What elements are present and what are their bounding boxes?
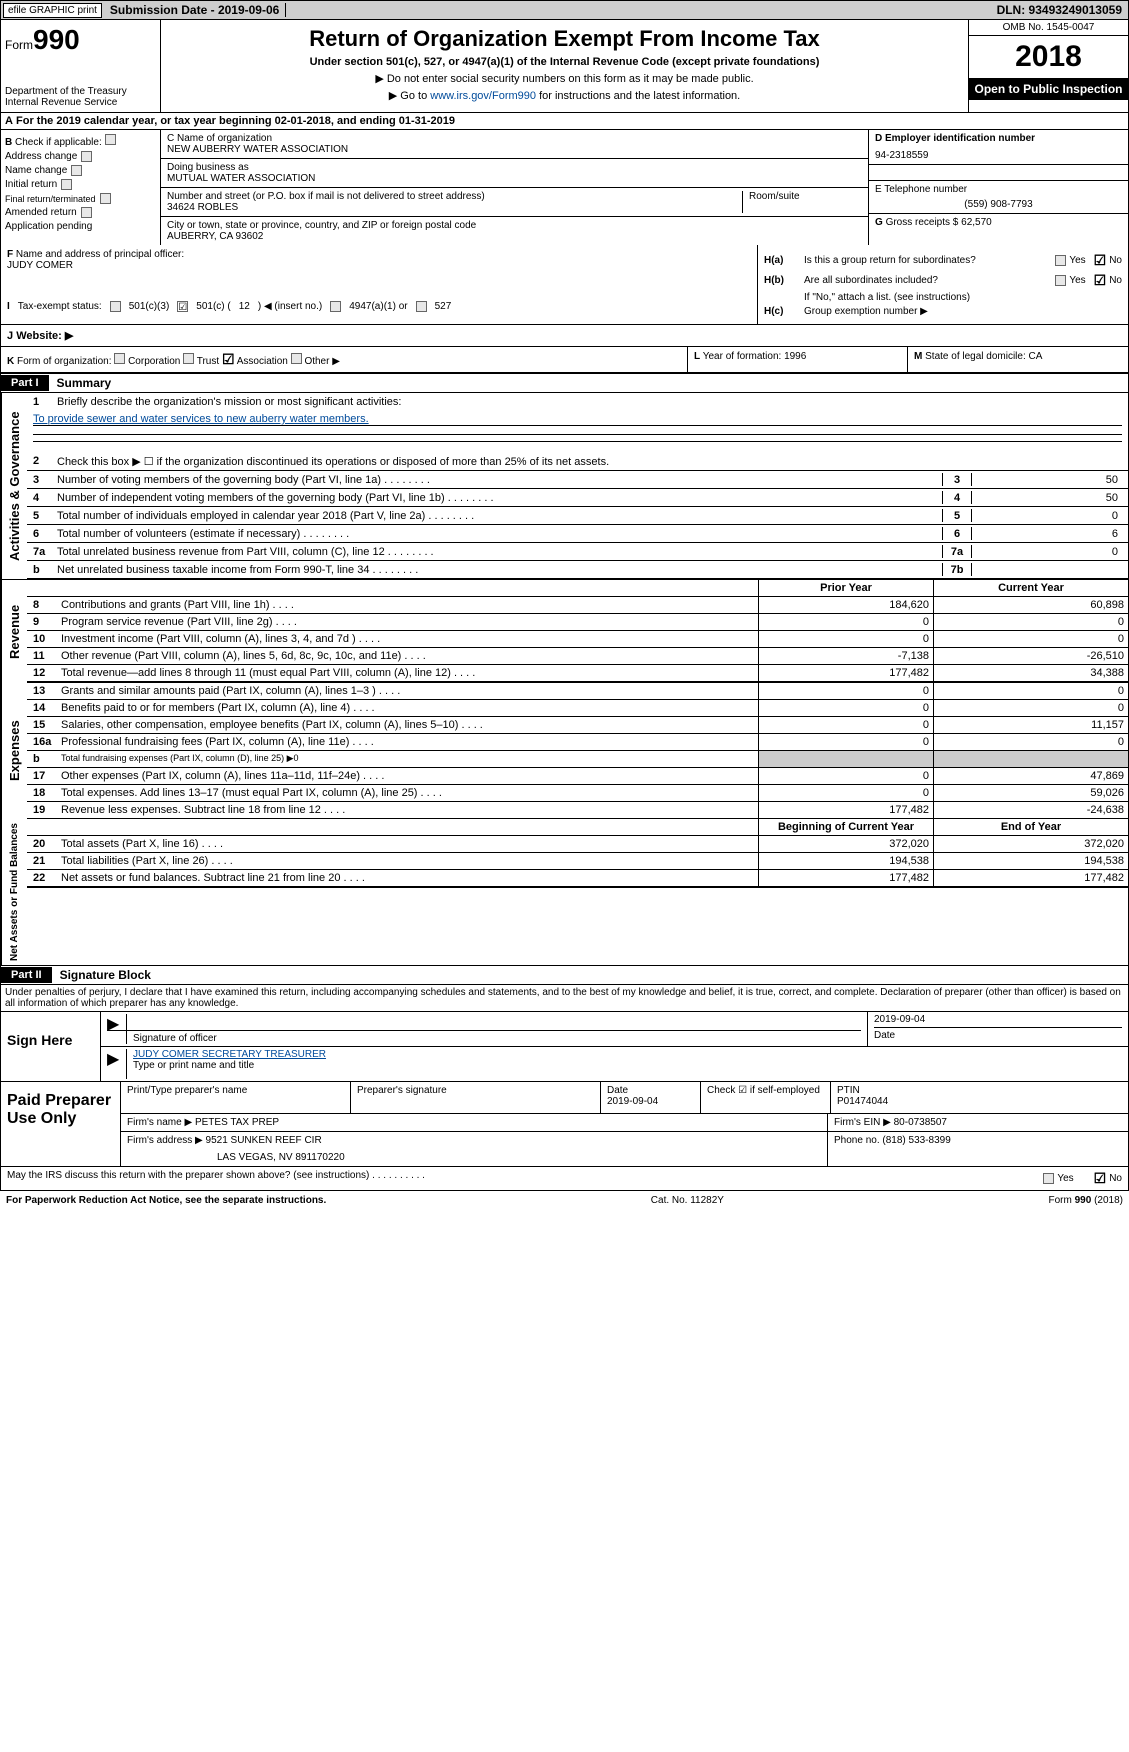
- data-row: 19Revenue less expenses. Subtract line 1…: [27, 802, 1128, 819]
- check-final: Final return/terminated: [5, 193, 156, 204]
- col-k: K Form of organization: Corporation Trus…: [1, 347, 688, 372]
- sign-here-label: Sign Here: [1, 1012, 101, 1081]
- balance-label: Net Assets or Fund Balances: [1, 819, 27, 965]
- row-klm: K Form of organization: Corporation Trus…: [0, 347, 1129, 373]
- header-right: OMB No. 1545-0047 2018 Open to Public In…: [968, 20, 1128, 112]
- dba-row: Doing business as MUTUAL WATER ASSOCIATI…: [161, 159, 868, 188]
- header-left: Form990 Department of the Treasury Inter…: [1, 20, 161, 112]
- check-name-change: Name change: [5, 165, 156, 176]
- data-row: 8Contributions and grants (Part VIII, li…: [27, 597, 1128, 614]
- footer: For Paperwork Reduction Act Notice, see …: [0, 1191, 1129, 1210]
- city-row: City or town, state or province, country…: [161, 217, 868, 245]
- data-row: 20Total assets (Part X, line 16) . . . .…: [27, 836, 1128, 853]
- ha-row: H(a) Is this a group return for subordin…: [764, 252, 1122, 269]
- tax-year: 2018: [969, 36, 1128, 78]
- line-1: 1 Briefly describe the organization's mi…: [27, 393, 1128, 411]
- dept-irs: Internal Revenue Service: [5, 97, 156, 108]
- dept-treasury: Department of the Treasury: [5, 86, 156, 97]
- col-h: H(a) Is this a group return for subordin…: [758, 245, 1128, 324]
- check-amended: Amended return: [5, 207, 156, 218]
- row-j: J Website: ▶: [0, 325, 1129, 347]
- omb-number: OMB No. 1545-0047: [969, 20, 1128, 36]
- row-fgh: F Name and address of principal officer:…: [0, 245, 1129, 325]
- data-row: 11Other revenue (Part VIII, column (A), …: [27, 648, 1128, 665]
- data-row: 21Total liabilities (Part X, line 26) . …: [27, 853, 1128, 870]
- preparer-label: Paid Preparer Use Only: [1, 1082, 121, 1166]
- header-center: Return of Organization Exempt From Incom…: [161, 20, 968, 112]
- summary-line: 7aTotal unrelated business revenue from …: [27, 542, 1128, 560]
- data-row: 14Benefits paid to or for members (Part …: [27, 700, 1128, 717]
- check-address-change: Address change: [5, 151, 156, 162]
- perjury-text: Under penalties of perjury, I declare th…: [0, 985, 1129, 1012]
- form-prefix: Form: [5, 38, 33, 52]
- check-initial: Initial return: [5, 179, 156, 190]
- revenue-label: Revenue: [1, 580, 27, 683]
- row-a: A For the 2019 calendar year, or tax yea…: [0, 113, 1129, 130]
- expense-label: Expenses: [1, 683, 27, 819]
- summary-line: 3Number of voting members of the governi…: [27, 470, 1128, 488]
- data-row: 15Salaries, other compensation, employee…: [27, 717, 1128, 734]
- data-row: 22Net assets or fund balances. Subtract …: [27, 870, 1128, 887]
- summary-line: 5Total number of individuals employed in…: [27, 506, 1128, 524]
- preparer-section: Paid Preparer Use Only Print/Type prepar…: [0, 1082, 1129, 1167]
- revenue-section: Revenue Prior Year Current Year 8Contrib…: [0, 580, 1129, 683]
- form-number: 990: [33, 24, 80, 55]
- part2-header: Part II Signature Block: [0, 966, 1129, 985]
- data-row: 13Grants and similar amounts paid (Part …: [27, 683, 1128, 700]
- col-c: C Name of organization NEW AUBERRY WATER…: [161, 130, 868, 245]
- top-bar: efile GRAPHIC print Submission Date - 20…: [0, 0, 1129, 20]
- org-name-row: C Name of organization NEW AUBERRY WATER…: [161, 130, 868, 159]
- summary-line: bNet unrelated business taxable income f…: [27, 560, 1128, 578]
- irs-link[interactable]: www.irs.gov/Form990: [430, 90, 536, 102]
- phone-row: E Telephone number (559) 908-7793: [869, 181, 1128, 214]
- form-header: Form990 Department of the Treasury Inter…: [0, 20, 1129, 113]
- summary-line: 4Number of independent voting members of…: [27, 488, 1128, 506]
- summary-line: 6Total number of volunteers (estimate if…: [27, 524, 1128, 542]
- data-row: 16aProfessional fundraising fees (Part I…: [27, 734, 1128, 751]
- col-m: M State of legal domicile: CA: [908, 347, 1128, 372]
- part1-header: Part I Summary: [0, 373, 1129, 393]
- hb-note: If "No," attach a list. (see instruction…: [764, 292, 1122, 303]
- data-row: 18Total expenses. Add lines 13–17 (must …: [27, 785, 1128, 802]
- governance-label: Activities & Governance: [1, 393, 27, 579]
- instruction-1: ▶ Do not enter social security numbers o…: [167, 72, 962, 85]
- checkbox-icon[interactable]: [105, 134, 116, 145]
- balance-section: Net Assets or Fund Balances Beginning of…: [0, 819, 1129, 966]
- year-header-row: Prior Year Current Year: [27, 580, 1128, 597]
- col-de: D Employer identification number 94-2318…: [868, 130, 1128, 245]
- ein-row: D Employer identification number 94-2318…: [869, 130, 1128, 165]
- data-row: 9Program service revenue (Part VIII, lin…: [27, 614, 1128, 631]
- section-bcd: B Check if applicable: Address change Na…: [0, 130, 1129, 245]
- balance-header-row: Beginning of Current Year End of Year: [27, 819, 1128, 836]
- data-row: 10Investment income (Part VIII, column (…: [27, 631, 1128, 648]
- data-row: bTotal fundraising expenses (Part IX, co…: [27, 751, 1128, 768]
- dln: DLN: 93493249013059: [991, 3, 1128, 17]
- efile-label: efile GRAPHIC print: [3, 3, 102, 18]
- mission-text: To provide sewer and water services to n…: [27, 411, 1128, 428]
- col-b: B Check if applicable: Address change Na…: [1, 130, 161, 245]
- gross-receipts-row: G Gross receipts $ 62,570: [869, 214, 1128, 231]
- hc-row: H(c) Group exemption number ▶: [764, 306, 1122, 317]
- hb-row: H(b) Are all subordinates included? Yes …: [764, 272, 1122, 289]
- col-l: L Year of formation: 1996: [688, 347, 908, 372]
- expense-section: Expenses 13Grants and similar amounts pa…: [0, 683, 1129, 819]
- discuss-row: May the IRS discuss this return with the…: [0, 1167, 1129, 1191]
- check-pending: Application pending: [5, 221, 156, 232]
- submission-date: Submission Date - 2019-09-06: [104, 3, 286, 17]
- sign-section: Sign Here ▶ Signature of officer 2019-09…: [0, 1012, 1129, 1082]
- line-2: 2 Check this box ▶ ☐ if the organization…: [27, 452, 1128, 470]
- governance-section: Activities & Governance 1 Briefly descri…: [0, 393, 1129, 580]
- open-public-badge: Open to Public Inspection: [969, 78, 1128, 100]
- data-row: 12Total revenue—add lines 8 through 11 (…: [27, 665, 1128, 682]
- col-f: F Name and address of principal officer:…: [1, 245, 758, 324]
- form-title: Return of Organization Exempt From Incom…: [167, 26, 962, 52]
- street-row: Number and street (or P.O. box if mail i…: [161, 188, 868, 217]
- form-subtitle: Under section 501(c), 527, or 4947(a)(1)…: [167, 56, 962, 68]
- instruction-2: ▶ Go to www.irs.gov/Form990 for instruct…: [167, 89, 962, 102]
- data-row: 17Other expenses (Part IX, column (A), l…: [27, 768, 1128, 785]
